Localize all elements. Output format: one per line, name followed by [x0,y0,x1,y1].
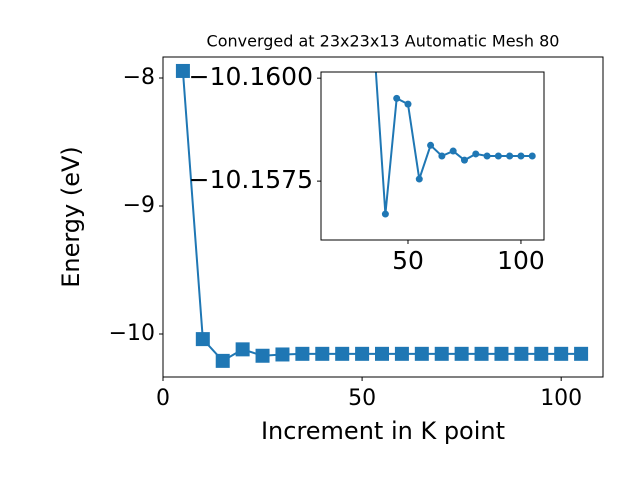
axes-frame [320,71,545,241]
marker [574,346,589,361]
marker [517,152,525,160]
y-tick-label: −9 [123,193,155,218]
marker [427,141,435,149]
y-tick-label: −10.1600 [189,62,313,91]
marker [375,346,390,361]
y-tick-label: −10.1575 [189,165,313,194]
x-axis-label: Increment in K point [261,417,505,445]
marker [474,346,489,361]
marker [528,152,536,160]
series [175,63,589,368]
x-tick-label: 50 [348,386,376,411]
y-tick-label: −10 [109,321,155,346]
marker [275,347,290,362]
marker [494,152,502,160]
marker [454,346,469,361]
marker [215,353,230,368]
marker [355,346,370,361]
marker [514,346,529,361]
y-axis-label: Energy (eV) [57,146,85,288]
marker [434,346,449,361]
marker [414,346,429,361]
marker [554,346,569,361]
marker [315,346,330,361]
marker [534,346,549,361]
y-tick-label: −8 [123,65,155,90]
marker [404,100,412,108]
marker [438,152,446,160]
marker [381,210,389,218]
marker [472,150,480,158]
marker [394,346,409,361]
x-tick-label: 100 [540,386,582,411]
marker [235,342,250,357]
marker [449,147,457,155]
marker [295,346,310,361]
marker [255,348,270,363]
marker [195,332,210,347]
axes-frame [162,56,604,378]
chart-title: Converged at 23x23x13 Automatic Mesh 80 [207,32,560,51]
marker [483,152,491,160]
marker [335,346,350,361]
marker [460,156,468,164]
marker [393,94,401,102]
x-tick-label: 100 [497,246,545,275]
x-tick-label: 0 [156,386,170,411]
x-tick-label: 50 [392,246,424,275]
marker [415,175,423,183]
series [374,72,536,218]
marker [494,346,509,361]
marker [175,63,190,78]
marker [506,152,514,160]
